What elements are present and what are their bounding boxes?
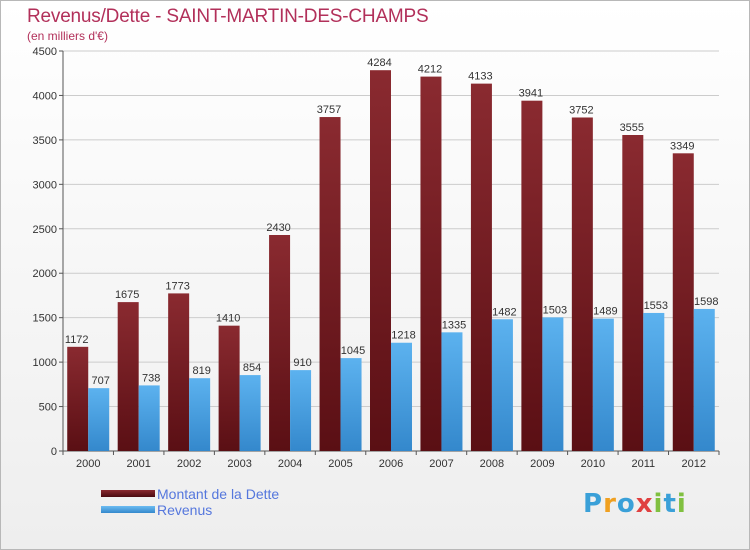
legend-label-revenus: Revenus [157,502,213,518]
logo-letter: x [635,489,654,519]
bar-revenus-2004 [290,370,312,451]
value-label-dette: 3349 [670,140,694,152]
legend-swatch-dette [101,490,155,497]
logo-letter: o [616,489,636,519]
x-tick-label: 2009 [530,458,554,470]
y-tick-label: 3500 [33,135,57,147]
value-label-revenus: 1045 [341,345,365,357]
bar-revenus-2003 [239,375,261,451]
value-label-revenus: 1503 [543,304,567,316]
value-label-dette: 1773 [165,280,189,292]
value-label-revenus: 1553 [644,300,668,312]
value-label-revenus: 819 [192,365,210,377]
x-tick-label: 2003 [227,458,251,470]
legend-label-dette: Montant de la Dette [157,486,280,502]
bar-dette-2001 [117,302,139,451]
value-label-dette: 1675 [115,289,139,301]
value-label-dette: 4284 [367,57,391,69]
chart-title: Revenus/Dette - SAINT-MARTIN-DES-CHAMPS [27,6,429,27]
bar-revenus-2011 [643,312,665,451]
value-label-dette: 4212 [418,64,442,76]
value-label-dette: 3752 [569,104,593,116]
logo-letter: t [663,489,677,519]
x-tick-label: 2006 [379,458,403,470]
x-tick-label: 2012 [682,458,706,470]
logo-letter: i [676,489,687,519]
logo-letter: r [603,489,617,519]
value-labels: 1172 707 1675 738 1773 819 1410 854 2430 910 3757 1… [65,57,719,387]
x-tick-label: 2010 [581,458,605,470]
y-tick-label: 4500 [33,46,57,58]
value-label-revenus: 738 [142,372,160,384]
value-label-revenus: 707 [92,375,110,387]
y-tick-label: 0 [51,446,57,458]
y-tick-label: 1500 [33,313,57,325]
bars [67,70,715,452]
proxiti-logo: Proxiti [583,489,687,519]
bar-revenus-2008 [491,319,513,451]
logo-letter: P [583,489,604,519]
logo-letter: i [653,489,664,519]
y-tick-label: 4000 [33,90,57,102]
bar-revenus-2000 [88,388,110,451]
bar-dette-2005 [319,117,341,452]
y-tick-label: 500 [39,402,57,414]
value-label-revenus: 1482 [492,306,516,318]
y-tick-label: 1000 [33,357,57,369]
value-label-dette: 1172 [65,334,89,346]
bar-dette-2006 [370,70,391,451]
bar-revenus-2001 [138,385,160,451]
value-label-dette: 3941 [519,88,543,100]
bar-dette-2009 [521,100,543,451]
bar-dette-2012 [672,153,694,452]
bar-revenus-2007 [441,332,463,451]
value-label-dette: 3757 [317,104,341,116]
x-tick-label: 2008 [480,458,504,470]
bar-dette-2007 [420,76,442,451]
bar-revenus-2005 [340,358,362,451]
value-label-dette: 4133 [468,71,492,83]
bar-dette-2000 [67,346,89,451]
x-tick-label: 2005 [328,458,352,470]
value-label-revenus: 910 [293,357,311,369]
value-label-dette: 2430 [266,222,290,234]
x-tick-label: 2001 [126,458,150,470]
bar-dette-2003 [218,325,240,451]
legend-swatch-revenus [101,506,155,513]
x-tick-label: 2007 [429,458,453,470]
bar-revenus-2002 [189,378,211,451]
x-tick-label: 2002 [177,458,201,470]
value-label-revenus: 1598 [694,296,718,308]
y-tick-label: 2500 [33,224,57,236]
bar-revenus-2010 [592,318,614,451]
bar-revenus-2012 [693,308,715,451]
bar-dette-2004 [269,235,291,451]
x-tick-label: 2004 [278,458,302,470]
y-tick-label: 3000 [33,179,57,191]
y-tick-label: 2000 [33,268,57,280]
x-tick-label: 2000 [76,458,100,470]
value-label-revenus: 1335 [442,319,466,331]
x-tick-label: 2011 [631,458,655,470]
bar-revenus-2009 [542,317,564,451]
bar-dette-2002 [168,293,190,451]
bar-dette-2011 [622,135,644,451]
bar-dette-2010 [571,117,593,451]
value-label-revenus: 1489 [593,306,617,318]
value-label-revenus: 1218 [391,330,415,342]
value-label-dette: 3555 [620,122,644,134]
bar-revenus-2006 [391,342,412,451]
bar-dette-2008 [470,83,492,451]
value-label-revenus: 854 [243,362,261,374]
chart-subtitle: (en milliers d'€) [27,29,108,43]
value-label-dette: 1410 [216,313,240,325]
